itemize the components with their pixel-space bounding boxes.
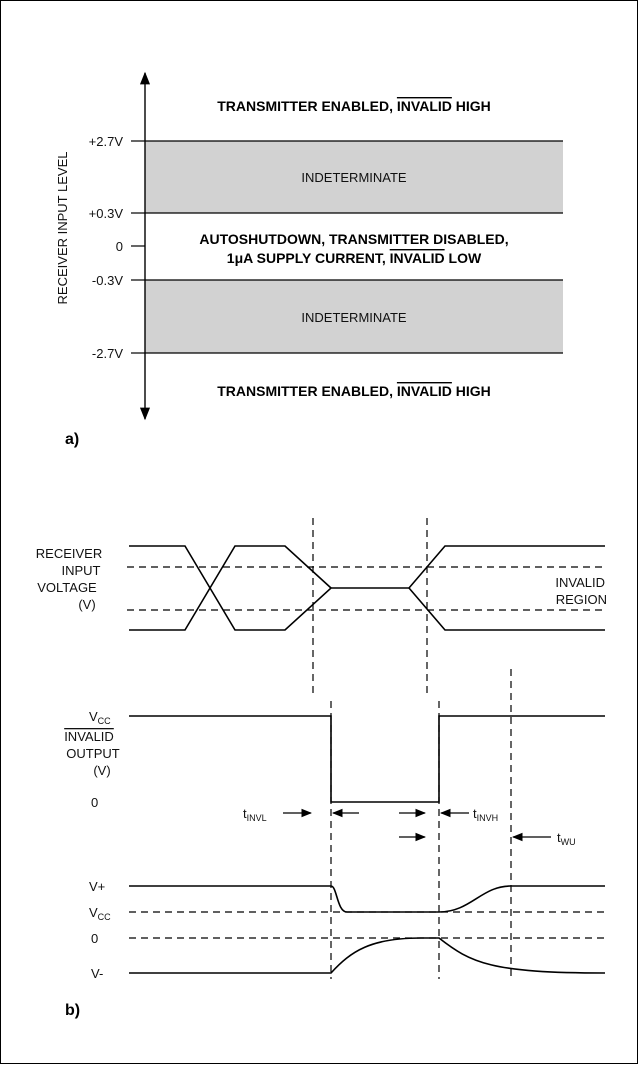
region-bottom-text: TRANSMITTER ENABLED, INVALID HIGH <box>217 383 491 399</box>
supply-vcc-label: VCC <box>89 905 111 922</box>
invalid-region-label-2: REGION <box>556 592 607 607</box>
receiver-input-label-2: INPUT <box>62 563 101 578</box>
level-label-minus-2-7: -2.7V <box>92 346 123 361</box>
vplus-label: V+ <box>89 879 105 894</box>
invalid-output-trace <box>129 715 605 803</box>
invalid-output-label-3: (V) <box>93 763 110 778</box>
region-middle-line1: AUTOSHUTDOWN, TRANSMITTER DISABLED, <box>199 231 508 247</box>
invalid-region-label-1: INVALID <box>555 575 605 590</box>
panel-b: RECEIVER INPUT VOLTAGE (V) INVALID REGIO… <box>36 518 607 1019</box>
panel-b-label: b) <box>65 1002 80 1019</box>
invalid-output-label-1: INVALID <box>64 729 114 744</box>
receiver-input-label-1: RECEIVER <box>36 546 102 561</box>
receiver-input-trace-b <box>129 545 605 631</box>
invalid-output-vcc-label: VCC <box>89 709 111 726</box>
vminus-label: V- <box>91 966 103 981</box>
indeterminate-upper-label: INDETERMINATE <box>301 170 407 185</box>
t-invh-label: tINVH <box>473 806 498 823</box>
indeterminate-band-lower <box>145 280 563 353</box>
indeterminate-band-upper <box>145 141 563 213</box>
axis-title-receiver-input-level: RECEIVER INPUT LEVEL <box>55 152 70 305</box>
panel-a-label: a) <box>65 431 79 448</box>
level-label-zero: 0 <box>116 239 123 254</box>
vminus-trace <box>129 937 606 974</box>
t-invl-label: tINVL <box>243 806 267 823</box>
panel-a: +2.7V +0.3V 0 -0.3V -2.7V RECEIVER INPUT… <box>55 71 563 448</box>
receiver-input-label-4: (V) <box>78 597 95 612</box>
invalid-output-label-2: OUTPUT <box>66 746 120 761</box>
vplus-trace <box>129 885 605 913</box>
receiver-input-trace-a <box>129 545 605 631</box>
region-middle-line2: 1μA SUPPLY CURRENT, INVALID LOW <box>227 250 482 266</box>
t-wu-label: tWU <box>557 830 576 847</box>
indeterminate-lower-label: INDETERMINATE <box>301 310 407 325</box>
level-label-plus-2-7: +2.7V <box>89 134 124 149</box>
invalid-output-zero-label: 0 <box>91 795 98 810</box>
receiver-input-label-3: VOLTAGE <box>37 580 97 595</box>
supply-zero-label: 0 <box>91 931 98 946</box>
level-label-minus-0-3: -0.3V <box>92 273 123 288</box>
level-label-plus-0-3: +0.3V <box>89 206 124 221</box>
region-top-text: TRANSMITTER ENABLED, INVALID HIGH <box>217 98 491 114</box>
